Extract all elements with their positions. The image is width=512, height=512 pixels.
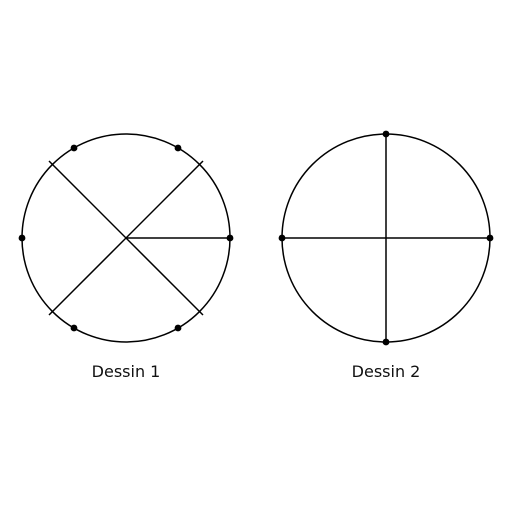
drawing-2-label: Dessin 2 — [352, 362, 421, 381]
drawing-1-point-right — [226, 234, 234, 242]
drawing-2: Dessin 2 — [278, 130, 494, 381]
drawing-1-point-bottom-left — [70, 324, 78, 332]
drawing-1: Dessin 1 — [18, 133, 234, 381]
drawing-1-point-top-right — [174, 144, 182, 152]
drawing-1-point-top-left — [70, 144, 78, 152]
drawing-2-point-top — [382, 130, 390, 138]
drawing-2-point-bottom — [382, 338, 390, 346]
drawing-2-point-left — [278, 234, 286, 242]
drawing-1-point-bottom-right — [174, 324, 182, 332]
drawing-1-label: Dessin 1 — [92, 362, 161, 381]
drawing-1-point-left — [18, 234, 26, 242]
drawing-2-point-right — [486, 234, 494, 242]
